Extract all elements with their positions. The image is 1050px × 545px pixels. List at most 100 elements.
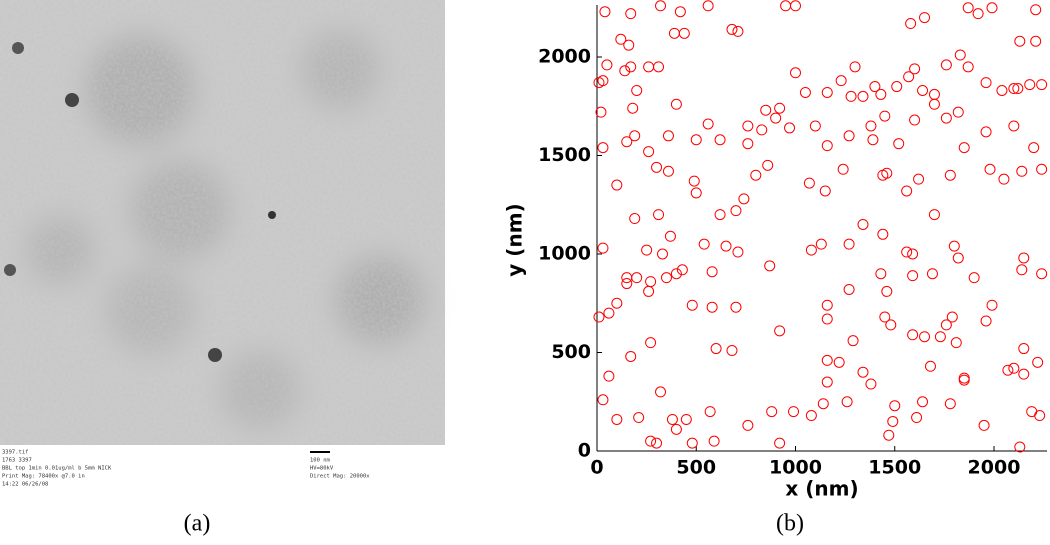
point <box>706 266 718 278</box>
point <box>738 193 750 205</box>
point <box>1034 410 1046 422</box>
point <box>593 311 605 323</box>
point <box>875 88 887 100</box>
point <box>603 307 615 319</box>
point <box>662 165 674 177</box>
point <box>911 412 923 424</box>
point <box>732 246 744 258</box>
point <box>847 335 859 347</box>
image-info: 100 nm HV=80kV Direct Mag: 20000x <box>310 458 370 480</box>
point <box>750 169 762 181</box>
image-info: 3397.tif 1763 3397 BBL top 1min 0.01ug/ml … <box>2 450 112 488</box>
point <box>643 61 655 73</box>
point <box>760 104 772 116</box>
point <box>919 331 931 343</box>
info-text: Direct Mag: 20000x <box>310 474 370 480</box>
point <box>1018 252 1030 264</box>
point <box>883 429 895 441</box>
caption: (a) <box>184 511 211 537</box>
point <box>905 18 917 30</box>
point <box>790 67 802 79</box>
x-tick-label: 500 <box>676 457 716 479</box>
point <box>597 394 609 406</box>
point <box>627 102 639 114</box>
point <box>928 88 940 100</box>
point <box>928 209 940 221</box>
point <box>674 6 686 18</box>
point <box>706 301 718 313</box>
point <box>625 61 637 73</box>
point <box>631 84 643 96</box>
point <box>660 272 672 284</box>
info-text: 3397.tif <box>2 450 29 456</box>
point <box>655 0 667 12</box>
point <box>1018 343 1030 355</box>
point <box>891 81 903 93</box>
point <box>1030 4 1042 16</box>
point <box>877 228 889 240</box>
point <box>843 238 855 250</box>
point <box>958 142 970 154</box>
point <box>867 134 879 146</box>
point <box>980 315 992 327</box>
point <box>1036 79 1048 91</box>
point <box>980 77 992 89</box>
info-text: Print Mag: 78400x @7.0 in <box>2 474 85 480</box>
point <box>1028 142 1040 154</box>
point <box>601 59 613 71</box>
point <box>952 252 964 264</box>
point <box>653 61 665 73</box>
point <box>720 240 732 252</box>
point <box>907 248 919 260</box>
y-tick-label: 1000 <box>538 243 591 265</box>
point <box>903 71 915 83</box>
point <box>726 345 738 357</box>
point <box>1030 35 1042 47</box>
point <box>611 413 623 425</box>
point <box>940 59 952 71</box>
point <box>774 102 786 114</box>
point <box>645 435 657 447</box>
point <box>597 75 609 87</box>
point <box>958 372 970 384</box>
point <box>809 120 821 132</box>
y-tick-label: 0 <box>578 440 591 462</box>
point <box>1008 83 1020 95</box>
point <box>651 437 663 449</box>
point <box>678 27 690 39</box>
point <box>881 167 893 179</box>
point <box>764 260 776 272</box>
point <box>901 246 913 258</box>
point <box>623 39 635 51</box>
point <box>1016 264 1028 276</box>
point <box>770 112 782 124</box>
point <box>857 366 869 378</box>
point <box>881 285 893 297</box>
point <box>621 136 633 148</box>
point <box>710 343 722 355</box>
point <box>962 2 974 14</box>
point <box>664 230 676 242</box>
point <box>952 106 964 118</box>
point <box>742 138 754 150</box>
point <box>726 23 738 35</box>
point <box>909 63 921 75</box>
point <box>662 130 674 142</box>
point <box>865 378 877 390</box>
point <box>631 272 643 284</box>
point <box>893 138 905 150</box>
point <box>857 90 869 102</box>
point <box>686 437 698 449</box>
point <box>954 49 966 61</box>
point <box>919 12 931 24</box>
point <box>815 238 827 250</box>
point <box>597 242 609 254</box>
point <box>821 86 833 98</box>
point <box>1026 406 1038 418</box>
point <box>998 173 1010 185</box>
point <box>1012 83 1024 95</box>
point <box>686 299 698 311</box>
point <box>742 419 754 431</box>
point <box>948 240 960 252</box>
